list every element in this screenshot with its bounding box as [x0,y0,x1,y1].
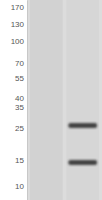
tick: 25 [15,124,27,133]
lane [66,0,99,200]
lane [30,0,63,200]
tick-label: 10 [15,182,24,191]
tick-label: 25 [15,124,24,133]
tick-label: 35 [15,103,24,112]
band [68,123,97,128]
tick: 55 [15,74,27,83]
membrane [27,0,102,200]
tick-label: 15 [15,156,24,165]
blot-figure: 17013010070554035251510 [0,0,102,200]
plot-area [30,0,99,200]
tick-label: 100 [11,37,25,46]
tick-label: 130 [11,20,25,29]
tick: 10 [15,182,27,191]
tick: 100 [11,37,27,46]
tick-label: 70 [15,59,24,68]
tick-label: 170 [11,3,25,12]
tick: 70 [15,59,27,68]
tick: 130 [11,20,27,29]
tick: 15 [15,156,27,165]
y-axis: 17013010070554035251510 [11,1,28,200]
band [68,160,97,165]
tick-label: 55 [15,74,24,83]
tick: 170 [11,3,27,12]
axis-line [27,1,28,200]
tick: 35 [15,103,27,112]
